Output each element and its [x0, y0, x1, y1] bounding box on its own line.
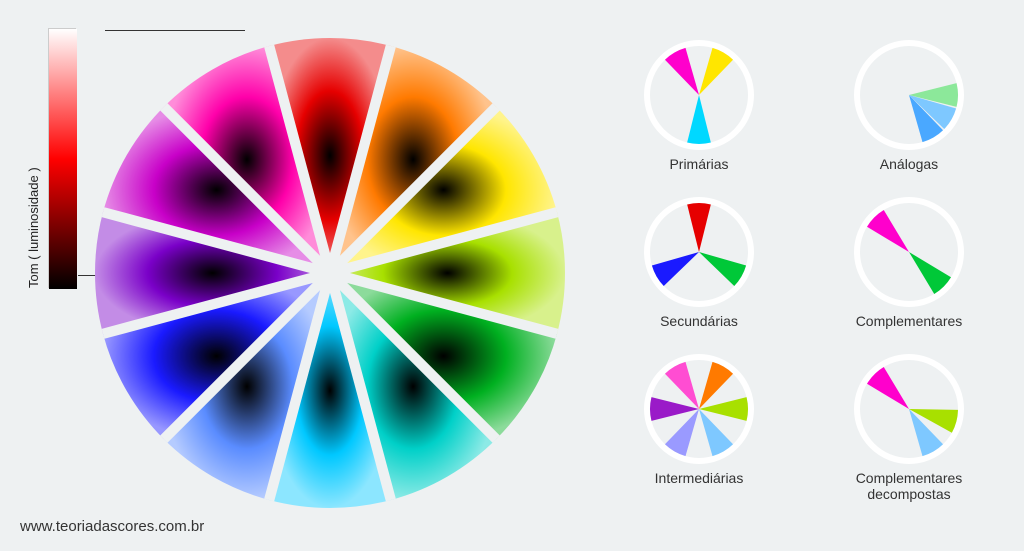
- scheme-complementares-decompostas: Complementares decompostas: [814, 354, 1004, 504]
- scheme-label-primarias: Primárias: [669, 156, 728, 173]
- scheme-wedge: [687, 95, 711, 144]
- main-area: Tom ( luminosidade ): [20, 20, 580, 520]
- tick-line-top: [105, 30, 245, 31]
- scheme-secundarias: Secundárias: [604, 197, 794, 330]
- scheme-wheel-primarias: [644, 40, 754, 150]
- scheme-label-intermediarias: Intermediárias: [655, 470, 744, 487]
- scheme-wheel-analogas: [854, 40, 964, 150]
- scheme-intermediarias: Intermediárias: [604, 354, 794, 504]
- scheme-label-complementares: Complementares: [856, 313, 963, 330]
- footer-url: www.teoriadascores.com.br: [20, 518, 204, 535]
- main-color-wheel: [95, 38, 565, 508]
- scheme-analogas: Análogas: [814, 40, 1004, 173]
- scheme-wheel-complementares: [854, 197, 964, 307]
- scheme-wedge: [687, 203, 711, 252]
- scheme-label-analogas: Análogas: [880, 156, 938, 173]
- scheme-primarias: Primárias: [604, 40, 794, 173]
- scheme-label-secundarias: Secundárias: [660, 313, 738, 330]
- scheme-grid: Primárias Análogas Secundárias Complementar…: [604, 40, 1004, 503]
- scheme-label-complementares-decompostas: Complementares decompostas: [856, 470, 963, 504]
- scheme-wheel-complementares-decompostas: [854, 354, 964, 464]
- scheme-wheel-secundarias: [644, 197, 754, 307]
- luminosity-bar: [48, 28, 76, 288]
- luminosity-label: Tom ( luminosidade ): [26, 167, 41, 288]
- scheme-complementares: Complementares: [814, 197, 1004, 330]
- scheme-wheel-intermediarias: [644, 354, 754, 464]
